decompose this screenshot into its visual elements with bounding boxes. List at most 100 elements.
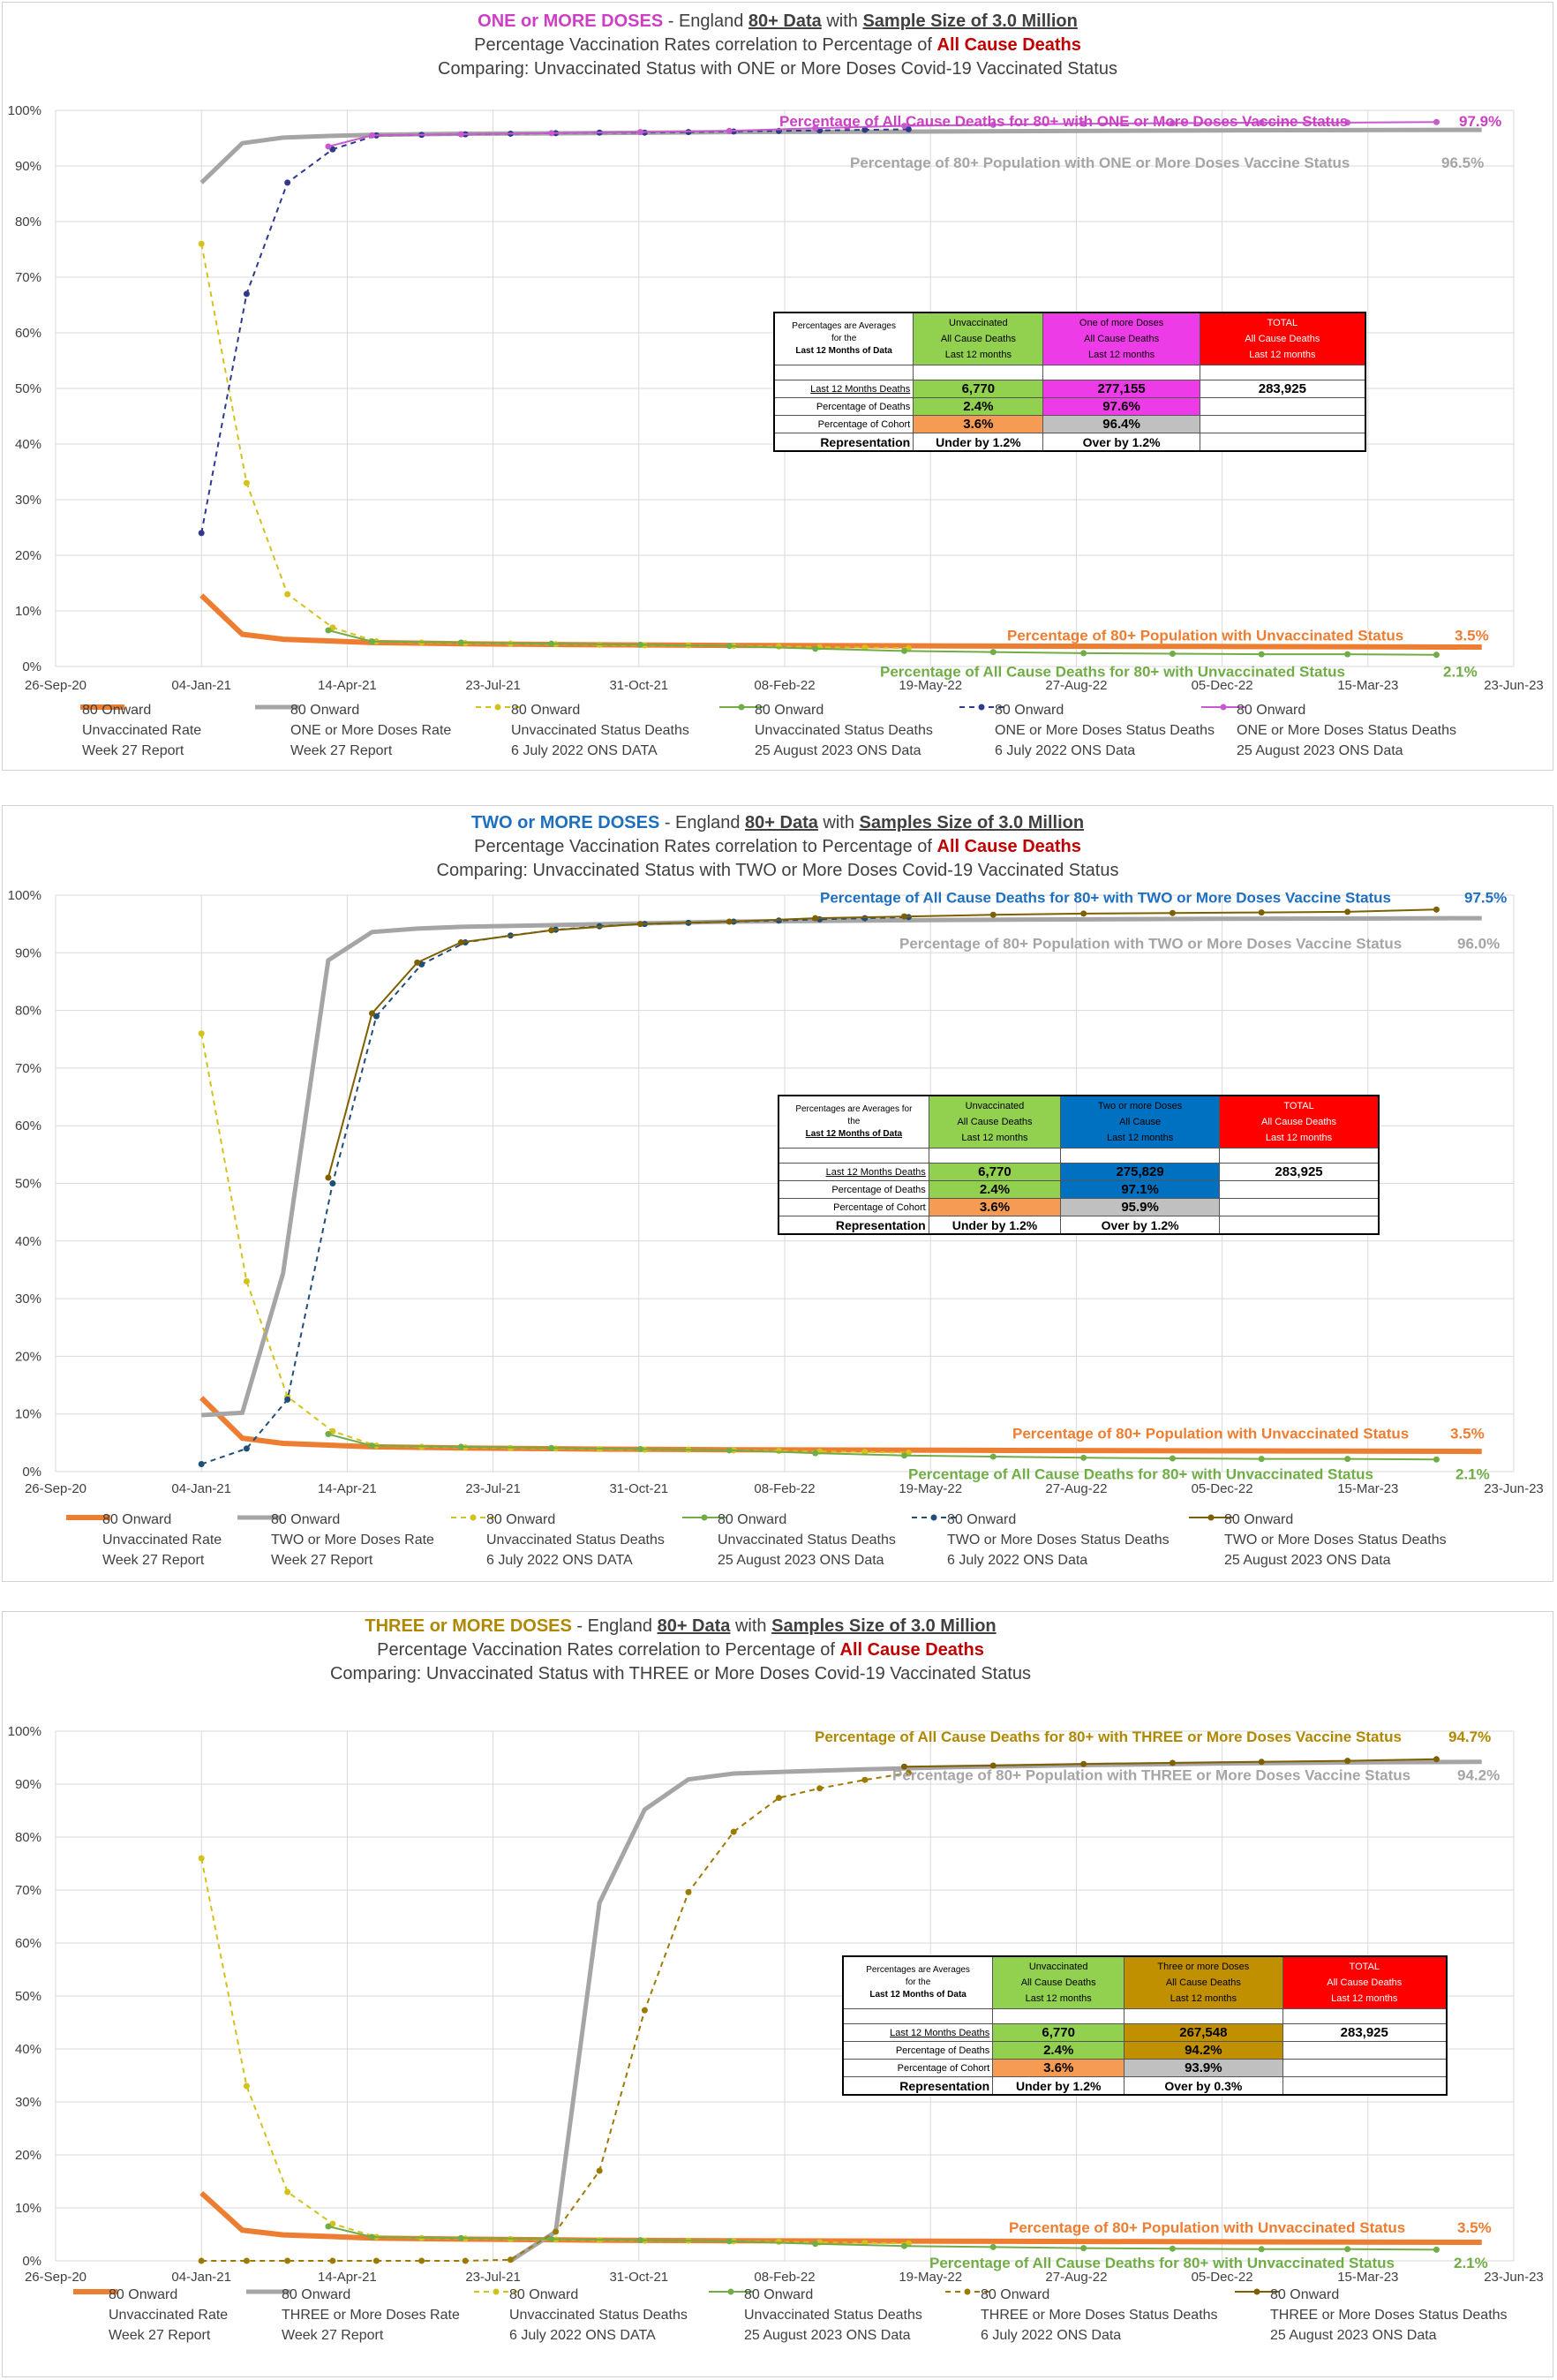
data-point (548, 640, 555, 647)
annotation-label: Percentage of All Cause Deaths for 80+ w… (779, 113, 1348, 130)
data-point (1344, 1456, 1351, 1463)
x-tick-label: 31-Oct-21 (609, 2270, 668, 2285)
unvax-pct-cohort: 3.6% (913, 415, 1044, 433)
data-point (198, 1030, 205, 1037)
chart-title: ONE or MORE DOSES - England 80+ Data wit… (3, 10, 1553, 81)
x-tick-label: 05-Dec-22 (1192, 1481, 1253, 1496)
series-line (201, 915, 1482, 1418)
data-point (1344, 1758, 1351, 1765)
y-tick-label: 30% (15, 1292, 41, 1307)
title-rest: - England (571, 1616, 658, 1636)
y-tick-label: 60% (15, 1118, 41, 1134)
data-point (284, 179, 291, 186)
y-tick-label: 10% (15, 2201, 41, 2216)
data-point (329, 1427, 336, 1435)
annotation-value: 2.1% (1454, 2255, 1488, 2271)
data-point (243, 479, 250, 486)
data-point (198, 530, 205, 537)
annotation-value: 96.0% (1457, 936, 1500, 953)
vax-header: Three or more Doses All Cause Deaths Last … (1124, 1955, 1283, 2009)
legend-marker (964, 2288, 971, 2295)
data-point (726, 127, 733, 134)
data-point (1433, 906, 1440, 913)
data-point (726, 918, 733, 925)
y-tick-label: 30% (15, 2095, 41, 2110)
x-tick-label: 23-Jun-23 (1484, 2270, 1544, 2285)
data-point (636, 921, 643, 928)
vax-pct-cohort: 96.4% (1042, 415, 1200, 433)
annotation-value: 96.5% (1441, 154, 1484, 171)
annotation-label: Percentage of 80+ Population with TWO or… (899, 936, 1402, 953)
data-point (636, 129, 643, 136)
title-data: 80+ Data (748, 11, 822, 31)
data-point (368, 638, 375, 645)
data-point (1258, 119, 1265, 126)
legend-item: 80 Onward TWO or More Doses Status Deaths… (947, 1512, 1170, 1568)
data-point (1433, 1756, 1440, 1763)
title-sample: Sample Size of 3.0 Million (862, 11, 1078, 31)
y-tick-label: 70% (15, 1883, 41, 1898)
summary-table: Percentages are Averages for the Last 12 M… (778, 1095, 1380, 1235)
data-point (685, 1888, 692, 1895)
annotation-label: Percentage of All Cause Deaths for 80+ w… (815, 1729, 1402, 1745)
data-point (243, 2257, 250, 2264)
data-point (368, 1010, 375, 1017)
legend-marker (701, 1514, 708, 1521)
x-tick-label: 27-Aug-22 (1045, 1481, 1107, 1496)
subtitle-b: All Cause Deaths (936, 35, 1081, 55)
unvax-pct-deaths: 2.4% (913, 397, 1044, 416)
data-point (636, 1446, 643, 1453)
subtitle-c: Comparing: Unvaccinated Status with THRE… (329, 1664, 1032, 1683)
data-point (730, 1828, 737, 1835)
x-tick-label: 05-Dec-22 (1192, 678, 1253, 693)
x-tick-label: 15-Mar-23 (1337, 678, 1398, 693)
unvax-pct-deaths: 2.4% (928, 1180, 1062, 1199)
data-point (1169, 1759, 1176, 1766)
legend-item: 80 Onward Unvaccinated Status Deaths 6 Jul… (509, 2287, 688, 2343)
x-tick-label: 31-Oct-21 (609, 678, 668, 693)
annotation-label: Percentage of All Cause Deaths for 80+ w… (908, 1465, 1373, 1482)
data-point (284, 591, 291, 598)
data-point (775, 2238, 782, 2245)
data-point (596, 2167, 603, 2174)
vax-deaths: 267,548 (1124, 2023, 1283, 2042)
x-tick-label: 23-Jul-21 (465, 1481, 521, 1496)
data-point (457, 639, 464, 646)
annotation-value: 97.9% (1459, 113, 1501, 130)
data-point (861, 1776, 869, 1783)
chart-panel-two-doses: TWO or MORE DOSES - England 80+ Data wit… (2, 805, 1553, 1582)
data-point (548, 1444, 555, 1451)
row-label-pct-cohort: Percentage of Cohort (773, 415, 914, 433)
x-tick-label: 15-Mar-23 (1337, 1481, 1398, 1496)
unvax-pct-cohort: 3.6% (928, 1198, 1062, 1216)
row-label-deaths: Last 12 Months Deaths (773, 380, 914, 398)
legend-item: 80 Onward Unvaccinated Rate Week 27 Report (109, 2287, 229, 2343)
data-point (1258, 651, 1265, 658)
x-tick-label: 26-Sep-20 (25, 2270, 86, 2285)
data-point (812, 1450, 819, 1457)
data-point (636, 2237, 643, 2244)
subtitle-a: Percentage Vaccination Rates correlation… (377, 1640, 840, 1660)
x-tick-label: 08-Feb-22 (754, 2270, 815, 2285)
unvax-pct-deaths: 2.4% (992, 2041, 1125, 2060)
legend-item: 80 Onward Unvaccinated Rate Week 27 Report (102, 1512, 222, 1568)
row-label-representation: Representation (778, 1216, 929, 1235)
x-tick-label: 04-Jan-21 (171, 1481, 231, 1496)
data-point (1169, 1455, 1176, 1462)
x-tick-label: 05-Dec-22 (1192, 2270, 1253, 2285)
y-tick-label: 40% (15, 437, 41, 452)
row-label-pct-cohort: Percentage of Cohort (778, 1198, 929, 1216)
legend-marker (727, 2288, 734, 2295)
line-chart: 100% 90% 80% 70% 60% 50% 40% 30% 20% 10% 0% 26-Sep-… (8, 103, 1544, 711)
data-point (553, 2228, 560, 2235)
data-point (414, 959, 421, 966)
y-tick-label: 40% (15, 2042, 41, 2057)
data-point (243, 1278, 250, 1285)
legend-marker (1253, 2288, 1260, 2295)
annotation-value: 3.5% (1455, 627, 1489, 644)
y-tick-label: 20% (15, 2148, 41, 2163)
chart-title: THREE or MORE DOSES - England 80+ Data w… (0, 1615, 1455, 1686)
unvax-representation: Under by 1.2% (992, 2076, 1125, 2096)
data-point (989, 1762, 997, 1769)
data-point (905, 1449, 912, 1456)
